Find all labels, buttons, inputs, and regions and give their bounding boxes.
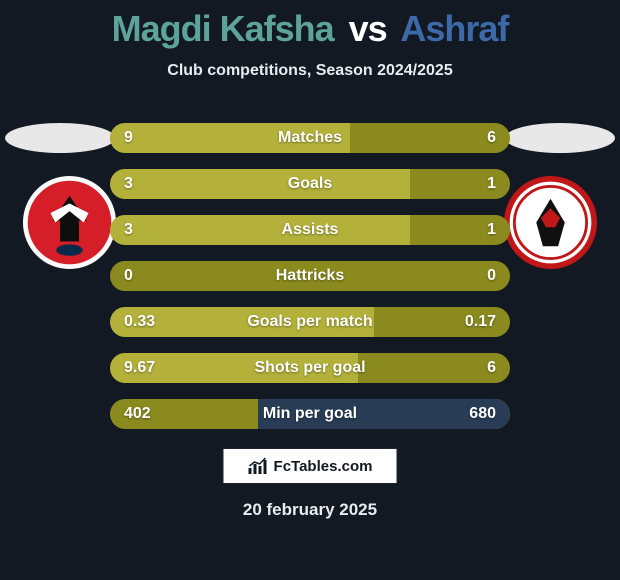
stat-label: Shots per goal — [110, 353, 510, 383]
player1-name: Magdi Kafsha — [112, 8, 334, 49]
country-flag-left — [5, 123, 115, 153]
stat-value-right: 0 — [487, 261, 496, 291]
date-label: 20 february 2025 — [0, 500, 620, 520]
stat-value-right: 1 — [487, 215, 496, 245]
brand-chart-icon — [248, 457, 270, 475]
country-flag-right — [505, 123, 615, 153]
brand-box: FcTables.com — [223, 448, 398, 484]
stat-label: Matches — [110, 123, 510, 153]
stat-bar: 9Matches6 — [110, 123, 510, 153]
club-badge-right — [503, 175, 598, 270]
stat-value-right: 680 — [469, 399, 496, 429]
stat-value-right: 1 — [487, 169, 496, 199]
stat-value-right: 0.17 — [465, 307, 496, 337]
player2-name: Ashraf — [400, 8, 508, 49]
stat-label: Goals per match — [110, 307, 510, 337]
stat-bar: 0Hattricks0 — [110, 261, 510, 291]
stat-bar: 3Assists1 — [110, 215, 510, 245]
title-vs: vs — [349, 8, 387, 49]
stat-bar: 0.33Goals per match0.17 — [110, 307, 510, 337]
club-badge-left — [22, 175, 117, 270]
stat-label: Assists — [110, 215, 510, 245]
subtitle: Club competitions, Season 2024/2025 — [0, 62, 620, 80]
stat-bar: 402Min per goal680 — [110, 399, 510, 429]
stat-label: Min per goal — [110, 399, 510, 429]
stat-bar: 9.67Shots per goal6 — [110, 353, 510, 383]
stat-bar: 3Goals1 — [110, 169, 510, 199]
stats-bars: 9Matches6 3Goals1 3Assists1 0Hattricks0 0.33… — [110, 123, 510, 445]
stat-value-right: 6 — [487, 123, 496, 153]
brand-text: FcTables.com — [274, 458, 373, 475]
stat-label: Goals — [110, 169, 510, 199]
stat-label: Hattricks — [110, 261, 510, 291]
stat-value-right: 6 — [487, 353, 496, 383]
comparison-title: Magdi Kafsha vs Ashraf — [0, 0, 620, 50]
